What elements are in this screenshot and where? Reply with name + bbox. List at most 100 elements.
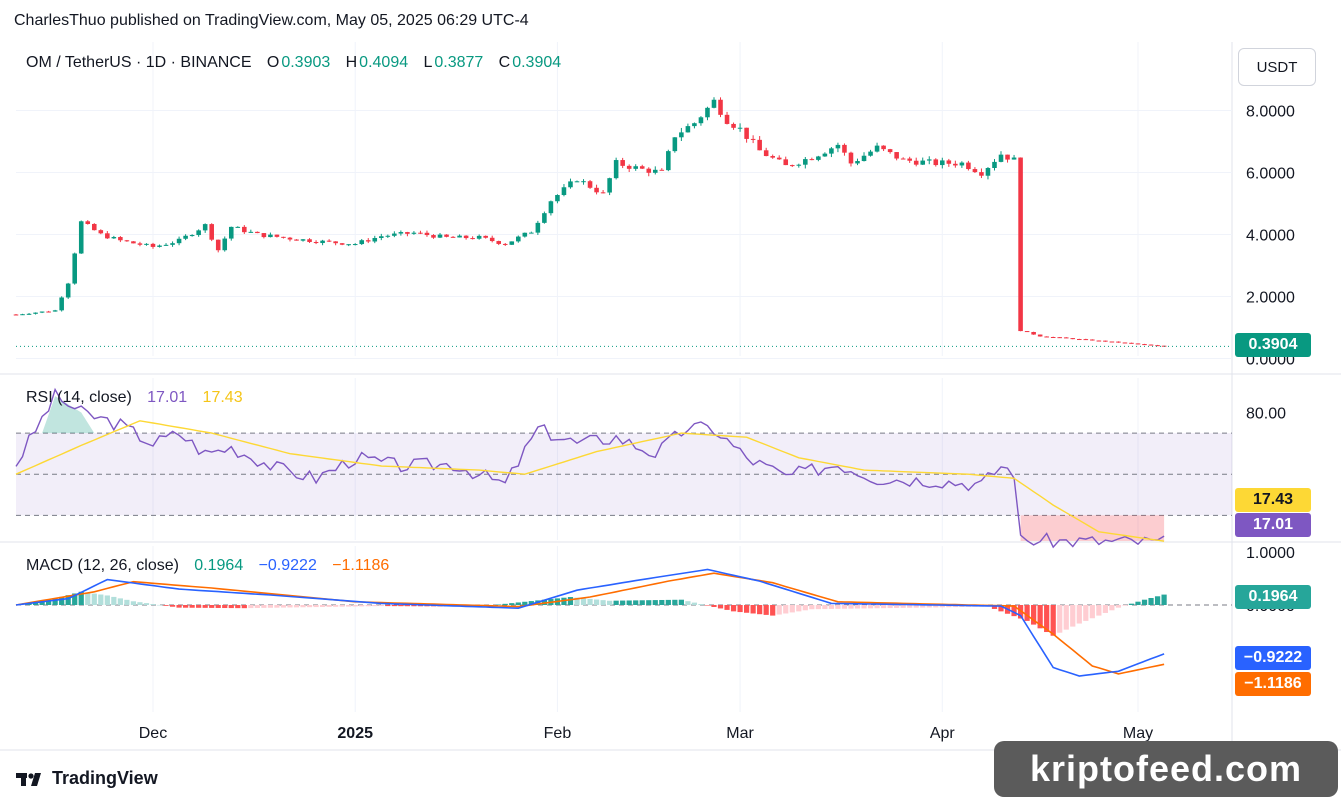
macd-histogram-bar	[822, 605, 828, 610]
macd-histogram-bar	[1128, 603, 1135, 605]
currency-unit-button[interactable]: USDT	[1238, 48, 1316, 86]
candle-body	[639, 166, 645, 169]
price-tick-label: 6.0000	[1246, 166, 1295, 183]
macd-histogram-bar	[580, 598, 587, 605]
macd-histogram-bar	[98, 594, 104, 605]
price-tick-label: 2.0000	[1246, 290, 1295, 307]
macd-histogram-bar	[235, 605, 241, 609]
candle-body	[633, 166, 638, 169]
macd-histogram-bar	[248, 605, 254, 609]
macd-histogram-bar	[509, 603, 515, 605]
macd-histogram-bar	[411, 605, 417, 607]
macd-histogram-bar	[659, 599, 665, 605]
candle-body	[463, 235, 469, 239]
candle-body	[1057, 337, 1063, 339]
macd-histogram-bar	[796, 605, 802, 612]
candle-body	[581, 181, 586, 183]
candle-body	[881, 145, 886, 150]
candle-body	[855, 161, 860, 164]
candle-body	[1070, 338, 1076, 340]
rsi-pane[interactable]	[15, 387, 1232, 549]
price-pane[interactable]	[13, 97, 1232, 347]
candle-body	[600, 192, 606, 194]
close-label: C	[498, 54, 511, 71]
macd-histogram-bar	[267, 605, 274, 608]
macd-histogram-bar	[998, 605, 1004, 612]
candle-body	[848, 152, 854, 164]
candle-body	[926, 159, 932, 161]
candle-body	[196, 230, 201, 236]
time-tick-label: Apr	[930, 725, 956, 742]
macd-histogram-bar	[254, 605, 260, 608]
high-label: H	[345, 54, 358, 71]
candle-body	[763, 150, 769, 157]
macd-hist-value: 0.1964	[194, 557, 244, 574]
macd-histogram-bar	[1070, 605, 1076, 627]
candle-body	[98, 230, 104, 234]
candle-body	[1122, 342, 1128, 344]
macd-histogram-bar	[528, 601, 534, 605]
macd-histogram-bar	[417, 605, 424, 607]
candle-body	[242, 226, 247, 233]
tradingview-logo[interactable]: TradingView	[16, 768, 158, 789]
macd-histogram-bar	[1148, 597, 1154, 605]
candle-body	[496, 241, 502, 244]
macd-histogram-bar	[946, 605, 952, 608]
candle-body	[1129, 342, 1134, 344]
macd-histogram-bar	[293, 605, 300, 608]
macd-histogram-bar	[678, 599, 684, 605]
macd-histogram-bar	[39, 601, 45, 605]
macd-histogram-bar	[365, 605, 371, 607]
macd-histogram-bar	[724, 605, 730, 610]
macd-histogram-bar	[907, 605, 913, 608]
candle-body	[705, 107, 710, 118]
tradingview-logo-icon	[16, 772, 41, 786]
candle-body	[613, 160, 619, 179]
macd-histogram-bar	[991, 605, 998, 609]
candle-body	[835, 144, 841, 149]
macd-histogram-bar	[613, 600, 619, 605]
candle-body	[352, 244, 358, 246]
candle-body	[685, 126, 691, 133]
macd-histogram-bar	[567, 597, 574, 605]
macd-histogram-bar	[913, 605, 919, 608]
candle-body	[998, 154, 1004, 162]
macd-histogram-bar	[124, 599, 130, 605]
last-price-tag: 0.3904	[1235, 333, 1311, 357]
macd-histogram-bar	[802, 605, 808, 611]
macd-pane[interactable]	[15, 568, 1232, 677]
macd-histogram-bar	[274, 605, 280, 608]
candle-body	[78, 221, 84, 254]
macd-histogram-bar	[85, 592, 91, 605]
candle-body	[809, 159, 815, 161]
candle-body	[1116, 341, 1121, 343]
candle-body	[137, 243, 143, 245]
publisher-line: CharlesThuo published on TradingView.com…	[14, 12, 529, 29]
candle-body	[222, 238, 228, 251]
candle-body	[940, 160, 945, 166]
candle-body	[913, 160, 919, 165]
candle-body	[920, 160, 926, 165]
candle-body	[900, 158, 906, 160]
candle-body	[52, 310, 58, 312]
candle-body	[568, 181, 573, 188]
macd-histogram-bar	[150, 604, 156, 605]
candle-body	[444, 234, 449, 237]
candle-body	[39, 311, 45, 313]
candle-body	[1083, 339, 1089, 341]
macd-histogram-bar	[1122, 605, 1128, 606]
macd-histogram-bar	[1011, 605, 1017, 617]
candle-body	[326, 240, 332, 242]
macd-histogram-bar	[496, 604, 502, 606]
candle-body	[365, 240, 371, 242]
candle-body	[907, 158, 912, 161]
symbol-label: OM / TetherUS · 1D · BINANCE	[26, 54, 252, 71]
macd-histogram-bar	[757, 605, 763, 615]
candle-body	[385, 235, 391, 237]
candle-body	[144, 243, 149, 245]
candle-body	[215, 239, 221, 251]
macd-histogram-bar	[111, 596, 117, 605]
macd-histogram-bar	[763, 605, 769, 615]
